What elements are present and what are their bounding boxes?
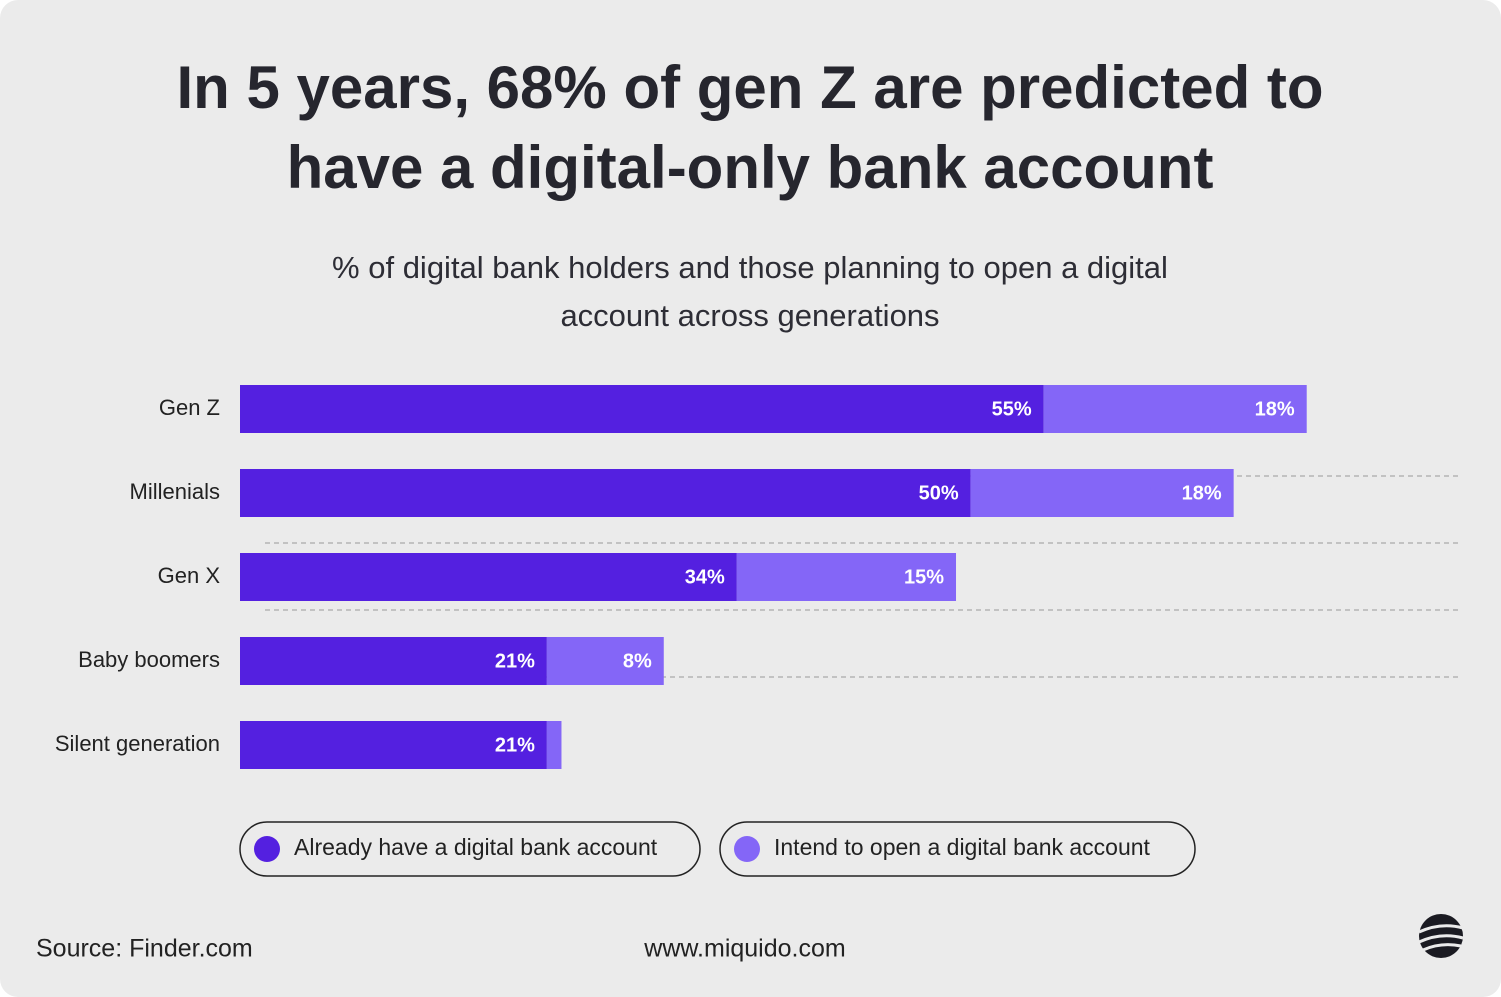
bar-segment: [736, 553, 957, 601]
chart-title: In 5 years, 68% of gen Z are predicted t…: [176, 54, 1323, 121]
source: Source: Finder.com: [36, 935, 253, 963]
value-label: 15%: [904, 566, 944, 588]
y-tick-label: Silent generation: [55, 731, 220, 756]
chart-subtitle: % of digital bank holders and those plan…: [332, 250, 1168, 285]
value-label: 34%: [685, 566, 725, 588]
bar-segment: [240, 721, 547, 769]
bar-segment: [240, 469, 971, 517]
legend-box: [719, 821, 1196, 877]
chart-title-2: have a digital-only bank account: [287, 134, 1214, 201]
y-tick-label: Gen Z: [159, 395, 220, 420]
title-line: In 5 years, 68% of gen Z are predicted t…: [176, 54, 1323, 121]
chart-subtitle-2: account across generations: [560, 298, 939, 333]
value-label: 18%: [1255, 398, 1295, 420]
bar-segment: [546, 721, 562, 769]
legend-swatch: [254, 836, 280, 862]
value-label: 18%: [1182, 482, 1222, 504]
bar-segment: [546, 637, 664, 685]
website: www.miquido.com: [643, 935, 845, 963]
bar-segment: [1043, 385, 1307, 433]
title-line: have a digital-only bank account: [287, 134, 1214, 201]
bar-segment: [970, 469, 1234, 517]
y-tick-label: Millenials: [130, 479, 220, 504]
legend-label: Intend to open a digital bank account: [774, 834, 1151, 860]
value-label: 8%: [623, 650, 652, 672]
value-label: 21%: [495, 650, 535, 672]
y-tick-label: Baby boomers: [78, 647, 220, 672]
y-tick-label: Gen X: [158, 563, 221, 588]
logo: [1418, 914, 1464, 958]
value-label: 21%: [495, 734, 535, 756]
legend-label: Already have a digital bank account: [294, 834, 658, 860]
bar-segment: [240, 385, 1044, 433]
legend-swatch: [734, 836, 760, 862]
value-label: 55%: [992, 398, 1032, 420]
value-label: 50%: [919, 482, 959, 504]
bar-segment: [240, 637, 547, 685]
bar-segment: [240, 553, 737, 601]
legend-box: [239, 821, 701, 877]
